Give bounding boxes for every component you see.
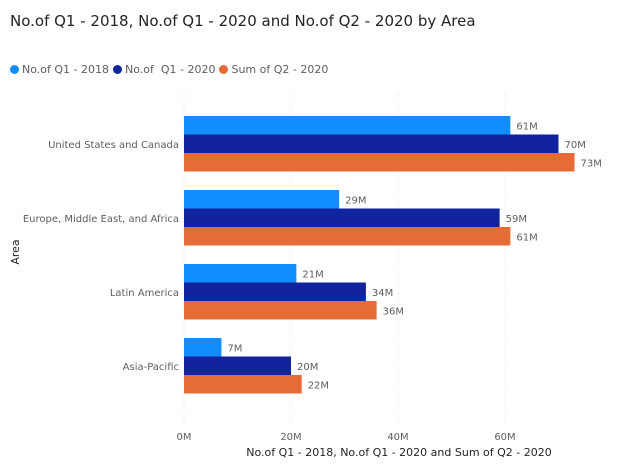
data-label: 21M bbox=[302, 269, 323, 280]
data-label: 59M bbox=[506, 214, 527, 225]
bar[interactable] bbox=[184, 153, 575, 172]
bar[interactable] bbox=[184, 375, 302, 394]
legend-marker-icon bbox=[10, 64, 19, 74]
data-label: 34M bbox=[372, 288, 393, 299]
bar[interactable] bbox=[184, 190, 340, 209]
legend-marker-icon bbox=[112, 64, 122, 74]
category-label: Asia-Pacific bbox=[123, 362, 179, 373]
legend-label: No.of Q1 - 2020 bbox=[124, 62, 216, 76]
bars bbox=[184, 116, 575, 394]
y-axis-title: Area bbox=[9, 239, 22, 264]
x-tick-label: 0M bbox=[177, 432, 192, 443]
legend-label: No.of Q1 - 2018 bbox=[22, 62, 109, 76]
x-tick-label: 60M bbox=[494, 432, 515, 443]
bar[interactable] bbox=[184, 301, 377, 320]
category-labels: United States and Canada Europe, Middle E… bbox=[23, 140, 179, 373]
bar[interactable] bbox=[184, 338, 222, 357]
data-label: 70M bbox=[565, 140, 586, 151]
legend-label: Sum of Q2 - 2020 bbox=[231, 62, 329, 76]
category-label: United States and Canada bbox=[48, 140, 179, 151]
x-tick-labels: 0M 20M 40M 60M bbox=[177, 432, 516, 443]
chart-title: No.of Q1 - 2018, No.of Q1 - 2020 and No.… bbox=[10, 12, 476, 30]
data-label: 73M bbox=[581, 158, 602, 169]
category-label: Latin America bbox=[110, 288, 179, 299]
data-labels: 61M 70M 73M 29M 59M 61M 21M 34M 36M 7M 20M 22M bbox=[227, 121, 601, 391]
data-label: 36M bbox=[383, 306, 404, 317]
x-tick-label: 20M bbox=[280, 432, 301, 443]
legend: No.of Q1 - 2018 No.of Q1 - 2020 Sum of Q… bbox=[10, 60, 332, 78]
category-label: Europe, Middle East, and Africa bbox=[23, 214, 179, 225]
x-axis-title: No.of Q1 - 2018, No.of Q1 - 2020 and Sum… bbox=[246, 446, 552, 459]
data-label: 61M bbox=[516, 121, 537, 132]
bar[interactable] bbox=[184, 208, 500, 228]
bar[interactable] bbox=[184, 282, 366, 302]
bar[interactable] bbox=[184, 356, 291, 376]
legend-item-q1-2020[interactable]: No.of Q1 - 2020 bbox=[112, 62, 216, 76]
data-label: 22M bbox=[308, 380, 329, 391]
legend-marker-icon bbox=[219, 64, 229, 74]
bar[interactable] bbox=[184, 227, 511, 246]
data-label: 29M bbox=[345, 195, 366, 206]
bar[interactable] bbox=[184, 134, 559, 154]
legend-item-q2-2020[interactable]: Sum of Q2 - 2020 bbox=[219, 63, 328, 76]
x-tick-label: 40M bbox=[387, 432, 408, 443]
data-label: 20M bbox=[297, 362, 318, 373]
data-label: 61M bbox=[516, 232, 537, 243]
legend-item-q1-2018[interactable]: No.of Q1 - 2018 bbox=[10, 63, 109, 76]
data-label: 7M bbox=[227, 343, 242, 354]
bar[interactable] bbox=[184, 116, 511, 135]
bar[interactable] bbox=[184, 264, 297, 283]
